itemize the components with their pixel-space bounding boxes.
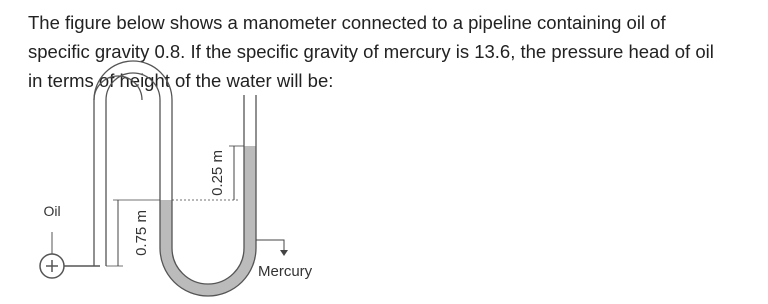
oil-label: Oil <box>43 203 60 219</box>
tube-outer <box>105 72 257 297</box>
tube-inner <box>93 60 245 285</box>
left-height-label: 0.75 m <box>133 210 150 256</box>
mercury-arrow <box>256 239 285 252</box>
question-text: The figure below shows a manometer conne… <box>28 12 714 91</box>
mercury-label: Mercury <box>258 263 313 280</box>
mercury-fill <box>160 146 256 296</box>
right-height-label: 0.25 m <box>209 150 226 196</box>
mercury-arrow <box>280 250 288 256</box>
